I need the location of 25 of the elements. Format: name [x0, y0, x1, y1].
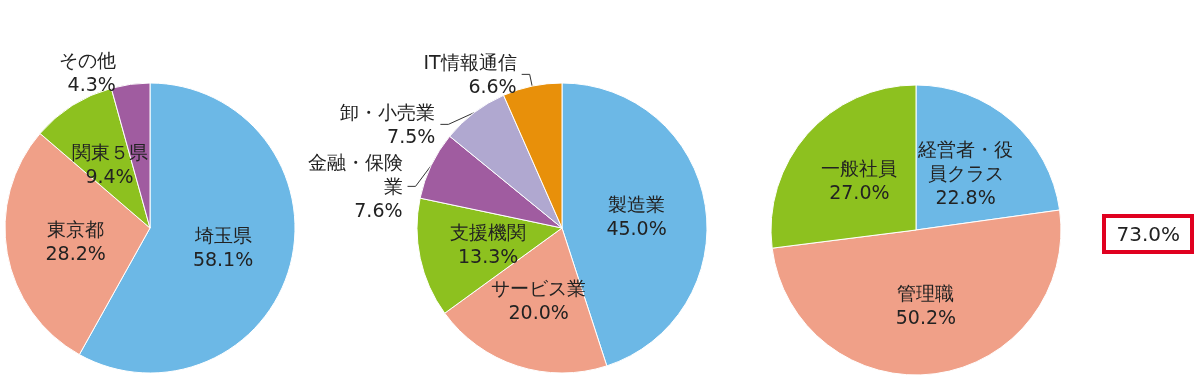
- data-label: 20.0%: [508, 300, 569, 323]
- data-label: 13.3%: [457, 244, 519, 267]
- slice-label: 金融・保険業: [307, 151, 403, 198]
- slice-label: 支援機関: [450, 220, 527, 243]
- data-label: 4.3%: [67, 73, 116, 96]
- slice-label: 管理職: [897, 281, 955, 304]
- slice-label: 関東５県: [71, 141, 148, 164]
- data-label: 50.2%: [895, 305, 957, 328]
- data-label: 28.2%: [45, 242, 106, 265]
- slice-label: 卸・小売業: [340, 101, 436, 124]
- slice-label: 経営者・役員クラス: [917, 138, 1014, 185]
- slice-label: その他: [58, 49, 116, 72]
- data-label: 7.5%: [387, 125, 436, 148]
- slice-label: 東京都: [47, 218, 105, 241]
- text: 73.0%: [1102, 214, 1194, 254]
- data-label: 7.6%: [354, 199, 403, 222]
- data-label: 45.0%: [606, 217, 667, 240]
- data-label: 58.1%: [192, 248, 254, 271]
- slice-label: 一般社員: [821, 157, 898, 180]
- slice-label: 製造業: [608, 193, 666, 216]
- data-label: 6.6%: [468, 75, 517, 98]
- data-label: 27.0%: [829, 181, 890, 204]
- slice-label: IT情報通信: [423, 51, 517, 74]
- slice-label: 埼玉県: [193, 224, 252, 247]
- data-label: 22.8%: [935, 186, 996, 209]
